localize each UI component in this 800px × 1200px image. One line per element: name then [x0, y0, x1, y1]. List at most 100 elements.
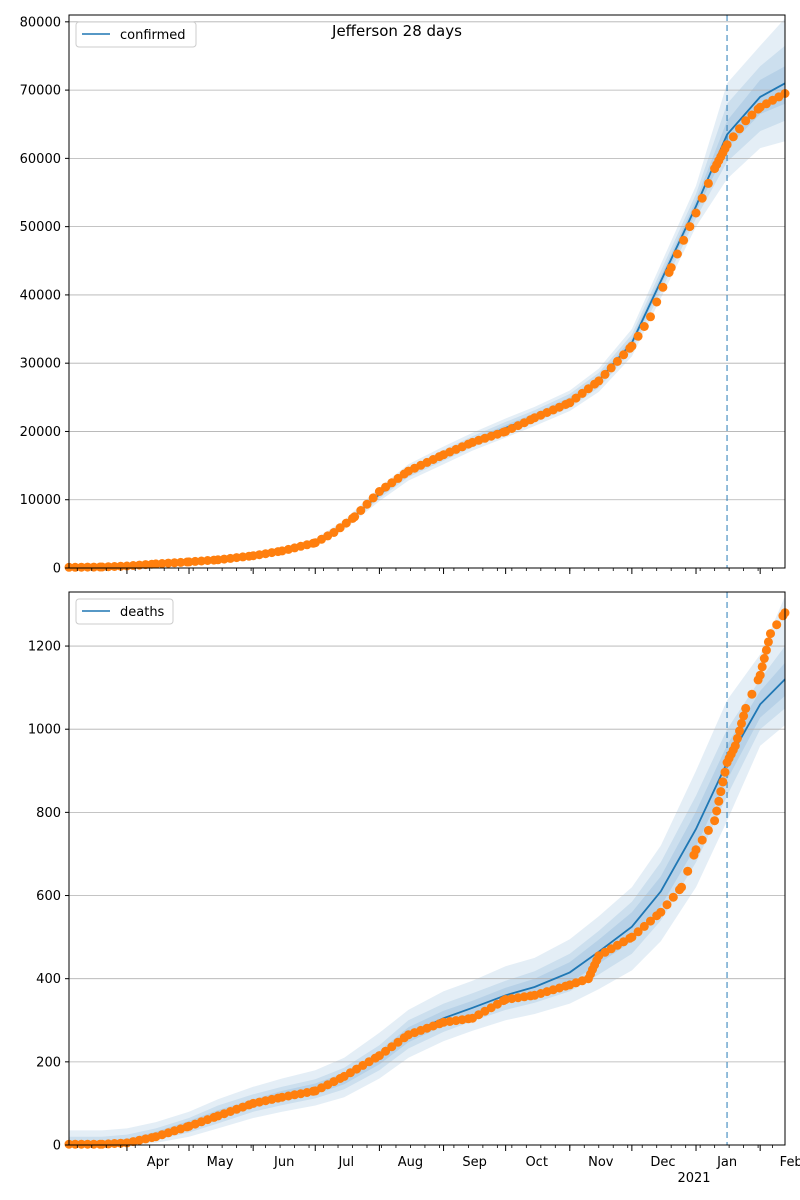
confirmed-observed-point [741, 116, 751, 126]
confirmed-observed-point [368, 493, 378, 503]
deaths-observed-point [747, 689, 757, 699]
deaths-observed-point [662, 900, 672, 910]
deaths-legend: deaths [75, 598, 174, 625]
confirmed-observed-point [728, 132, 738, 142]
deaths-observed-point [381, 1046, 391, 1056]
deaths-observed-point [714, 796, 724, 806]
confirmed-observed-point [350, 512, 360, 522]
deaths-y-tick-label: 600 [36, 889, 61, 904]
deaths-observed-point [732, 733, 742, 743]
deaths-y-tick-label: 1000 [28, 723, 61, 738]
deaths-legend-label: deaths [120, 605, 165, 620]
deaths-observed-point [683, 866, 693, 876]
chart-title: Jefferson 28 days [331, 22, 462, 40]
confirmed-observed-point [606, 363, 616, 373]
deaths-observed-point [716, 787, 726, 797]
x-tick-label: Jul [337, 1155, 354, 1170]
confirmed-y-tick-label: 50000 [20, 220, 61, 235]
deaths-observed-point [735, 726, 744, 736]
confirmed-observed-point [658, 282, 668, 292]
confirmed-observed-point [571, 393, 581, 403]
deaths-observed-point [718, 777, 728, 787]
deaths-y-tick-label: 0 [53, 1139, 61, 1154]
deaths-observed-point [741, 703, 751, 713]
deaths-observed-point [627, 932, 637, 942]
deaths-y-ticks: 0 200 400 600 800 1000 1200 [28, 640, 69, 1154]
deaths-plot-frame [68, 591, 786, 1146]
panel-deaths: 0 200 400 600 800 1000 1200 Apr May Jun Jul Aug Sep… [28, 591, 800, 1186]
confirmed-observed-point [341, 518, 351, 528]
x-tick-label: Dec [650, 1155, 675, 1170]
deaths-observed-point [766, 629, 775, 639]
confirmed-y-tick-label: 40000 [20, 288, 61, 303]
x-tick-label: May [207, 1155, 234, 1170]
confirmed-observed-point [565, 398, 575, 408]
confirmed-observed-point [594, 376, 604, 386]
confirmed-observed-point [666, 263, 676, 273]
deaths-observed-point [712, 806, 722, 816]
confirmed-plot-frame [68, 14, 786, 569]
confirmed-legend: confirmed [75, 21, 197, 48]
confirmed-observed-point [627, 341, 637, 351]
confirmed-y-tick-label: 30000 [20, 357, 61, 372]
deaths-observed-point [730, 741, 740, 751]
confirmed-observed-point [639, 322, 649, 331]
deaths-observed-point [387, 1042, 397, 1052]
deaths-observed-point [633, 927, 643, 937]
confirmed-y-tick-label: 80000 [20, 15, 61, 30]
deaths-observed-point [755, 670, 765, 680]
deaths-y-tick-label: 800 [36, 806, 61, 821]
deaths-observed-point [76, 1139, 86, 1149]
deaths-observed-point [720, 767, 730, 777]
confirmed-observed-point [600, 369, 610, 379]
confirmed-observed-points [64, 89, 790, 572]
confirmed-observed-point [577, 388, 587, 398]
confirmed-observed-point [652, 297, 662, 307]
confirmed-observed-point [83, 562, 93, 572]
x-tick-label: Aug [398, 1155, 423, 1170]
confirmed-observed-point [679, 235, 689, 245]
deaths-observed-points [64, 608, 790, 1149]
deaths-legend-box [75, 598, 174, 625]
x-tick-label: Jun [273, 1155, 294, 1170]
deaths-observed-point [703, 825, 713, 835]
deaths-observed-point [668, 892, 678, 902]
confirmed-grid [69, 21, 785, 501]
deaths-observed-point [772, 620, 782, 630]
confirmed-observed-point [722, 140, 732, 150]
confirmed-y-tick-label: 10000 [20, 493, 61, 508]
confirmed-observed-point [685, 222, 695, 232]
x-tick-label: Jan [716, 1155, 737, 1170]
x-tick-label: Sep [462, 1155, 487, 1170]
confirmed-legend-label: confirmed [120, 28, 186, 43]
deaths-observed-point [710, 816, 720, 826]
x-year-label: 2021 [677, 1171, 710, 1186]
confirmed-y-tick-label: 20000 [20, 425, 61, 440]
confirmed-observed-point [329, 528, 339, 537]
deaths-observed-point [757, 662, 767, 672]
panel-confirmed: 0 10000 20000 30000 40000 50000 60000 70000 8000… [20, 14, 790, 577]
deaths-observed-point [761, 645, 771, 655]
deaths-observed-point [639, 921, 649, 931]
confirmed-observed-point [697, 193, 707, 203]
confirmed-observed-point [691, 208, 701, 218]
deaths-observed-point [737, 718, 746, 728]
confirmed-observed-point [735, 124, 744, 134]
confirmed-y-tick-label: 0 [53, 562, 61, 577]
x-tick-label: Oct [525, 1155, 547, 1170]
confirmed-y-ticks: 0 10000 20000 30000 40000 50000 60000 70000 8000… [20, 15, 69, 577]
confirmed-observed-point [646, 312, 655, 322]
confirmed-observed-point [356, 506, 366, 515]
confirmed-observed-point [703, 178, 713, 188]
deaths-observed-point [759, 654, 769, 663]
confirmed-legend-box [75, 21, 197, 48]
deaths-x-ticks: Apr May Jun Jul Aug Sep Oct Nov Dec Jan Feb [76, 1145, 800, 1170]
confirmed-observed-point [619, 350, 629, 360]
deaths-band-0 [69, 596, 785, 1145]
deaths-observed-point [763, 637, 773, 647]
deaths-observed-point [697, 835, 707, 845]
deaths-observed-point [739, 711, 749, 721]
deaths-band-2 [69, 662, 785, 1145]
deaths-y-tick-label: 400 [36, 972, 61, 987]
